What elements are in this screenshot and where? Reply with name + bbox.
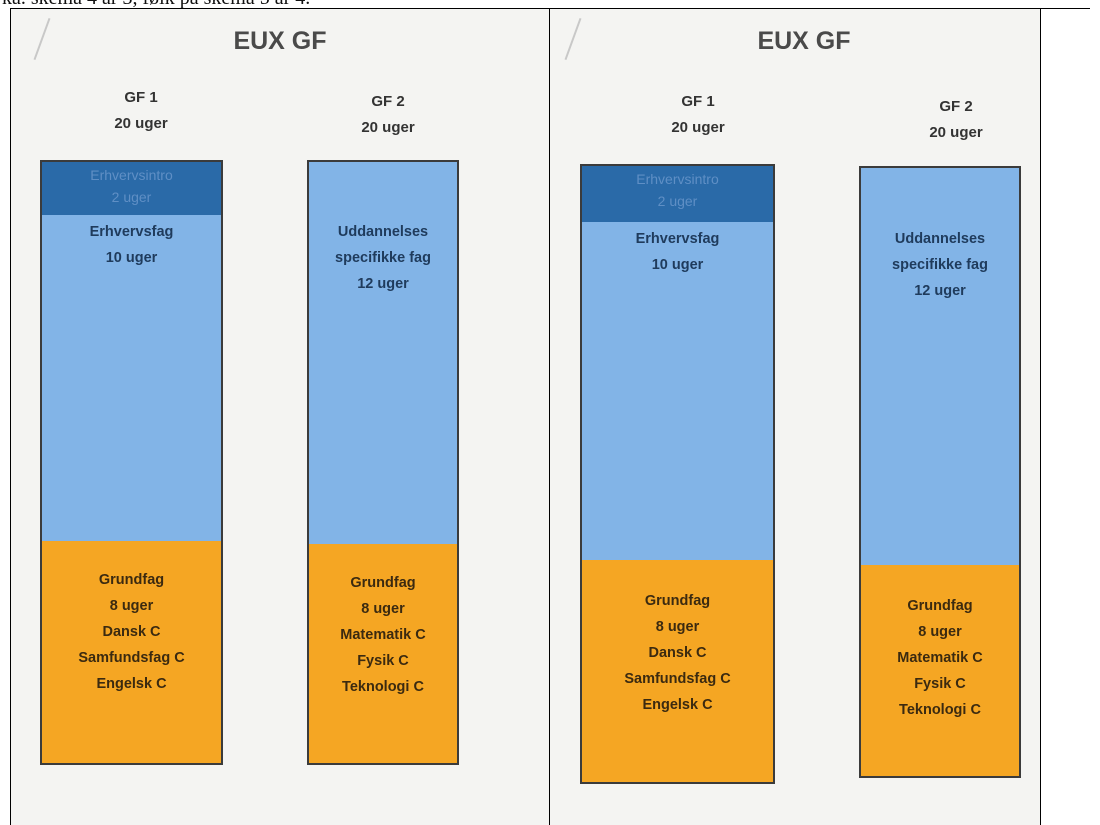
left-border xyxy=(10,9,11,825)
segment-label: Erhvervsfag xyxy=(89,224,174,240)
gf1-erhvervsfag-segment: Erhvervsfag 10 uger xyxy=(42,215,221,541)
segment-label: Uddannelses xyxy=(894,231,986,247)
gf2-uddannelses-segment: Uddannelses specifikke fag 12 uger xyxy=(861,168,1019,565)
gf2-bar: Uddannelses specifikke fag 12 uger Grund… xyxy=(859,166,1021,778)
subject-item: Dansk C xyxy=(648,645,707,661)
gf1-duration: 20 uger xyxy=(671,119,725,136)
panel-right: EUX GF GF 1 20 uger GF 2 20 uger Erhverv… xyxy=(550,9,1040,825)
subject-item: Engelsk C xyxy=(96,676,167,692)
segment-label: Erhvervsfag xyxy=(635,231,720,247)
gf1-name: GF 1 xyxy=(681,93,715,110)
header-text: ka. skema 4 år 3, følk på skema 5 år 4. xyxy=(2,0,310,10)
panel-left: EUX GF GF 1 20 uger GF 2 20 uger Erhverv… xyxy=(11,9,549,825)
gf2-header: GF 2 20 uger xyxy=(328,89,448,141)
gf1-bar: Erhvervsintro 2 uger Erhvervsfag 10 uger… xyxy=(580,164,775,784)
subject-item: Engelsk C xyxy=(642,697,713,713)
segment-label: specifikke fag xyxy=(892,257,988,273)
subject-item: Samfundsfag C xyxy=(78,650,185,666)
subject-item: Samfundsfag C xyxy=(624,671,731,687)
gf1-grundfag-segment: Grundfag 8 uger Dansk C Samfundsfag C En… xyxy=(582,560,773,782)
gf2-duration: 20 uger xyxy=(929,124,983,141)
gf1-bar: Erhvervsintro 2 uger Erhvervsfag 10 uger… xyxy=(40,160,223,765)
subject-item: Dansk C xyxy=(102,624,161,640)
segment-label: Grundfag xyxy=(98,572,165,588)
gf2-uddannelses-segment: Uddannelses specifikke fag 12 uger xyxy=(309,162,457,544)
segment-duration: 10 uger xyxy=(651,257,704,273)
intro-label: Erhvervsintro xyxy=(90,167,173,183)
segment-label: Grundfag xyxy=(907,598,973,614)
gf2-grundfag-segment: Grundfag 8 uger Matematik C Fysik C Tekn… xyxy=(861,565,1019,776)
gf1-grundfag-segment: Grundfag 8 uger Dansk C Samfundsfag C En… xyxy=(42,541,221,763)
segment-label: Uddannelses xyxy=(337,224,429,240)
gf2-name: GF 2 xyxy=(939,98,973,115)
subject-item: Teknologi C xyxy=(899,702,981,718)
gf2-duration: 20 uger xyxy=(361,119,415,136)
gf1-erhvervsfag-segment: Erhvervsfag 10 uger xyxy=(582,222,773,560)
segment-duration: 8 uger xyxy=(918,624,962,640)
gf1-intro-segment: Erhvervsintro 2 uger xyxy=(42,162,221,215)
segment-duration: 10 uger xyxy=(105,250,158,266)
segment-duration: 12 uger xyxy=(914,283,966,299)
intro-duration: 2 uger xyxy=(111,189,152,205)
subject-item: Fysik C xyxy=(914,676,966,692)
gf2-grundfag-segment: Grundfag 8 uger Matematik C Fysik C Tekn… xyxy=(309,544,457,763)
gf1-name: GF 1 xyxy=(124,89,158,106)
subject-item: Teknologi C xyxy=(342,679,424,695)
segment-duration: 8 uger xyxy=(655,619,700,635)
intro-duration: 2 uger xyxy=(657,193,698,209)
center-divider xyxy=(549,9,550,825)
segment-label: specifikke fag xyxy=(335,250,431,266)
segment-label: Grundfag xyxy=(350,575,416,591)
gf1-duration: 20 uger xyxy=(114,115,168,132)
subject-item: Matematik C xyxy=(340,627,426,643)
subject-item: Matematik C xyxy=(897,650,983,666)
panel-title: EUX GF xyxy=(233,27,327,55)
gf1-header: GF 1 20 uger xyxy=(638,89,758,141)
top-rule xyxy=(10,8,1090,9)
gf1-intro-segment: Erhvervsintro 2 uger xyxy=(582,166,773,222)
segment-label: Grundfag xyxy=(644,593,711,609)
gf1-header: GF 1 20 uger xyxy=(81,85,201,137)
segment-duration: 8 uger xyxy=(361,601,405,617)
subject-item: Fysik C xyxy=(357,653,409,669)
gf2-bar: Uddannelses specifikke fag 12 uger Grund… xyxy=(307,160,459,765)
intro-label: Erhvervsintro xyxy=(636,171,719,187)
segment-duration: 8 uger xyxy=(109,598,154,614)
right-border xyxy=(1040,9,1041,825)
panel-title: EUX GF xyxy=(757,27,851,55)
gf2-name: GF 2 xyxy=(371,93,405,110)
segment-duration: 12 uger xyxy=(357,276,409,292)
gf2-header: GF 2 20 uger xyxy=(896,94,1016,146)
